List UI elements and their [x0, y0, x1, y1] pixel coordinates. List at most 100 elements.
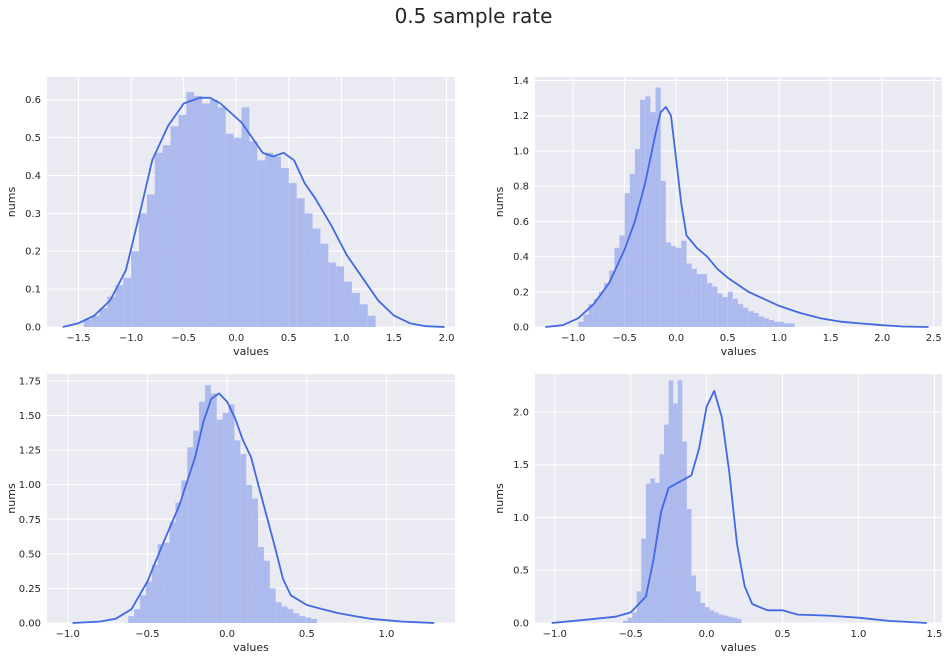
- histogram-bar: [619, 235, 625, 327]
- histogram-bar: [727, 291, 733, 327]
- histogram-bar: [774, 321, 780, 327]
- histogram-panel-top-right: −1.0 −0.5 0.0 0.5 1.0 1.5 2.0 2.5 0.0 0.2 0.4 0.6 0.…: [493, 76, 942, 358]
- histogram-bar: [162, 145, 171, 327]
- histogram-bar: [359, 304, 368, 327]
- histogram-bar: [186, 92, 195, 327]
- y-tick-label: 1.0: [513, 146, 529, 157]
- kde-curve: [72, 392, 435, 624]
- histogram-bar: [181, 480, 188, 623]
- histogram-bar: [367, 315, 376, 327]
- y-tick-label: 1.5: [513, 460, 529, 471]
- histogram-bar: [91, 315, 100, 327]
- histogram-bar: [700, 602, 706, 623]
- histogram-bar: [737, 304, 744, 327]
- histogram-bar: [650, 478, 655, 623]
- histogram-bar: [723, 615, 728, 623]
- y-tick-label: 1.25: [19, 446, 41, 457]
- kde-curve: [62, 96, 445, 328]
- x-tick-label: 1.0: [379, 629, 395, 640]
- histogram-bar: [134, 609, 141, 623]
- y-tick-label: 0.2: [25, 247, 41, 258]
- x-tick-label: 0.5: [299, 629, 315, 640]
- histogram-bar: [650, 112, 656, 327]
- histogram-bar: [169, 522, 176, 623]
- x-axis-label: values: [233, 641, 269, 654]
- histogram-bar: [115, 285, 124, 327]
- histogram-bar: [681, 240, 687, 327]
- histogram-bar: [645, 483, 651, 623]
- y-tick-label: 1.4: [513, 76, 529, 87]
- histogram-bar: [629, 173, 635, 327]
- histogram-bar: [328, 262, 337, 327]
- y-tick-label: 0.25: [19, 584, 41, 595]
- y-tick-label: 1.2: [513, 111, 529, 122]
- y-tick-label: 0.6: [25, 95, 41, 106]
- histogram-bar: [281, 606, 288, 623]
- histogram-bar: [604, 282, 610, 327]
- histogram-bar: [128, 616, 135, 623]
- y-axis-label: nums: [493, 483, 506, 514]
- histogram-bar: [664, 424, 669, 623]
- histogram-bar: [686, 263, 692, 327]
- y-tick-label: 0.0: [25, 323, 41, 334]
- y-tick-label: 0.3: [25, 209, 41, 220]
- histogram-bar: [107, 296, 116, 327]
- histogram-bar: [691, 575, 696, 623]
- x-tick-label: −1.5: [66, 333, 90, 344]
- histogram-bar: [627, 617, 633, 623]
- histogram-bar: [714, 612, 719, 623]
- y-tick-label: 1.50: [19, 411, 41, 422]
- histogram-bar: [193, 430, 200, 623]
- histogram-bar: [305, 617, 312, 623]
- x-tick-label: −0.5: [612, 333, 636, 344]
- histogram-bar: [654, 482, 660, 623]
- histogram-bar: [758, 316, 764, 327]
- histogram-bar: [640, 99, 646, 327]
- histogram-bar: [593, 298, 599, 327]
- histogram-bar: [588, 304, 594, 327]
- histogram-bar: [233, 137, 242, 327]
- histogram-bar: [645, 96, 651, 327]
- x-tick-label: −0.5: [172, 333, 196, 344]
- histogram-bar: [312, 228, 321, 327]
- histogram-bar: [636, 591, 642, 623]
- histogram-bar: [696, 274, 702, 327]
- histogram-bar: [154, 152, 163, 327]
- histogram-bar: [691, 268, 697, 327]
- histogram-bar: [344, 281, 352, 327]
- histogram-bar: [311, 618, 317, 623]
- x-tick-label: 0.5: [281, 333, 297, 344]
- histogram-bar: [718, 614, 724, 623]
- x-tick-label: 0.5: [775, 629, 791, 640]
- y-tick-label: 0.50: [19, 549, 41, 560]
- histogram-bar: [293, 613, 300, 623]
- y-tick-label: 0.00: [19, 619, 41, 630]
- x-tick-label: 1.5: [823, 333, 839, 344]
- y-tick-label: 0.4: [513, 252, 529, 263]
- histogram-bar: [320, 243, 329, 327]
- y-tick-label: 2.0: [513, 407, 529, 418]
- x-tick-label: 0.0: [699, 629, 715, 640]
- histogram-bar: [668, 380, 674, 623]
- histogram-bar: [296, 198, 305, 327]
- histogram-bar: [187, 447, 194, 623]
- histogram-bar: [280, 167, 289, 327]
- histogram-bar: [249, 141, 258, 327]
- histogram-bar: [763, 318, 769, 327]
- histogram-bar: [598, 291, 605, 327]
- histogram-bar: [225, 133, 234, 327]
- histogram-bar: [265, 152, 274, 327]
- histogram-bar: [217, 107, 226, 327]
- histogram-panel-top-left: −1.5 −1.0 −0.5 0.0 0.5 1.0 1.5 2.0 0.0 0.1 0.2 0.3 0…: [5, 77, 455, 358]
- x-tick-label: 0.0: [228, 333, 244, 344]
- x-tick-label: 1.5: [926, 629, 942, 640]
- histogram-bar: [705, 607, 710, 623]
- histogram-bar: [216, 419, 223, 623]
- y-tick-label: 0.0: [513, 323, 529, 334]
- plot-background: [535, 374, 942, 623]
- x-tick-label: −1.0: [119, 333, 143, 344]
- histogram-bar: [178, 114, 187, 327]
- x-tick-label: 2.5: [926, 333, 942, 344]
- histogram-panel-bottom-right: −1.0 −0.5 0.0 0.5 1.0 1.5 0.0 0.5 1.0 1.5 2.0 value…: [493, 374, 942, 654]
- y-tick-label: 0.1: [25, 285, 41, 296]
